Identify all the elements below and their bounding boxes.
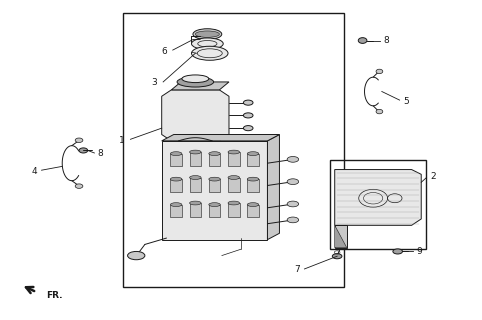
Ellipse shape bbox=[287, 201, 299, 207]
Text: 1: 1 bbox=[119, 136, 125, 145]
Polygon shape bbox=[247, 179, 259, 192]
Polygon shape bbox=[189, 178, 201, 192]
Polygon shape bbox=[268, 134, 280, 240]
Text: 8: 8 bbox=[98, 149, 104, 158]
Ellipse shape bbox=[243, 100, 253, 105]
Ellipse shape bbox=[243, 113, 253, 118]
Bar bbox=[330, 160, 426, 249]
Text: 5: 5 bbox=[403, 97, 409, 106]
Ellipse shape bbox=[287, 179, 299, 185]
Polygon shape bbox=[228, 178, 240, 192]
Ellipse shape bbox=[170, 152, 182, 156]
Polygon shape bbox=[335, 225, 347, 248]
Ellipse shape bbox=[191, 38, 223, 50]
Ellipse shape bbox=[376, 69, 383, 74]
Polygon shape bbox=[247, 154, 259, 166]
Polygon shape bbox=[247, 204, 259, 217]
Polygon shape bbox=[161, 141, 268, 240]
Polygon shape bbox=[335, 170, 421, 225]
Ellipse shape bbox=[195, 31, 219, 37]
Ellipse shape bbox=[287, 217, 299, 223]
Polygon shape bbox=[170, 204, 182, 217]
Ellipse shape bbox=[75, 184, 83, 188]
Polygon shape bbox=[161, 134, 280, 141]
Polygon shape bbox=[228, 152, 240, 166]
Ellipse shape bbox=[79, 148, 88, 153]
Text: 9: 9 bbox=[416, 247, 422, 256]
Polygon shape bbox=[209, 154, 220, 166]
Bar bbox=[123, 13, 344, 287]
Ellipse shape bbox=[228, 201, 240, 205]
Ellipse shape bbox=[193, 29, 222, 40]
Ellipse shape bbox=[75, 138, 83, 142]
Ellipse shape bbox=[189, 201, 201, 205]
Text: 7: 7 bbox=[294, 265, 300, 275]
Polygon shape bbox=[189, 152, 201, 166]
Ellipse shape bbox=[177, 77, 214, 87]
Text: 2: 2 bbox=[431, 172, 437, 181]
Polygon shape bbox=[209, 204, 220, 217]
Ellipse shape bbox=[247, 177, 259, 181]
Polygon shape bbox=[335, 225, 347, 248]
Ellipse shape bbox=[287, 156, 299, 162]
Ellipse shape bbox=[358, 38, 367, 44]
Ellipse shape bbox=[189, 176, 201, 180]
Polygon shape bbox=[170, 179, 182, 192]
Ellipse shape bbox=[376, 109, 383, 114]
Ellipse shape bbox=[182, 75, 209, 83]
Ellipse shape bbox=[228, 150, 240, 154]
Ellipse shape bbox=[191, 46, 228, 60]
Ellipse shape bbox=[189, 150, 201, 154]
Text: FR.: FR. bbox=[46, 291, 62, 300]
Ellipse shape bbox=[170, 203, 182, 206]
Polygon shape bbox=[171, 82, 229, 90]
Ellipse shape bbox=[247, 152, 259, 156]
Ellipse shape bbox=[209, 177, 220, 181]
Ellipse shape bbox=[393, 249, 402, 254]
Ellipse shape bbox=[209, 203, 220, 206]
Text: 3: 3 bbox=[152, 78, 158, 87]
Polygon shape bbox=[170, 154, 182, 166]
Polygon shape bbox=[161, 90, 229, 141]
Ellipse shape bbox=[128, 252, 145, 260]
Ellipse shape bbox=[243, 125, 253, 131]
Ellipse shape bbox=[170, 177, 182, 181]
Text: 8: 8 bbox=[383, 36, 389, 45]
Ellipse shape bbox=[332, 254, 342, 259]
Ellipse shape bbox=[247, 203, 259, 206]
Ellipse shape bbox=[209, 152, 220, 156]
Polygon shape bbox=[228, 203, 240, 217]
Ellipse shape bbox=[228, 176, 240, 180]
Polygon shape bbox=[189, 203, 201, 217]
Text: 6: 6 bbox=[162, 46, 167, 56]
Text: 4: 4 bbox=[31, 167, 37, 176]
Polygon shape bbox=[209, 179, 220, 192]
